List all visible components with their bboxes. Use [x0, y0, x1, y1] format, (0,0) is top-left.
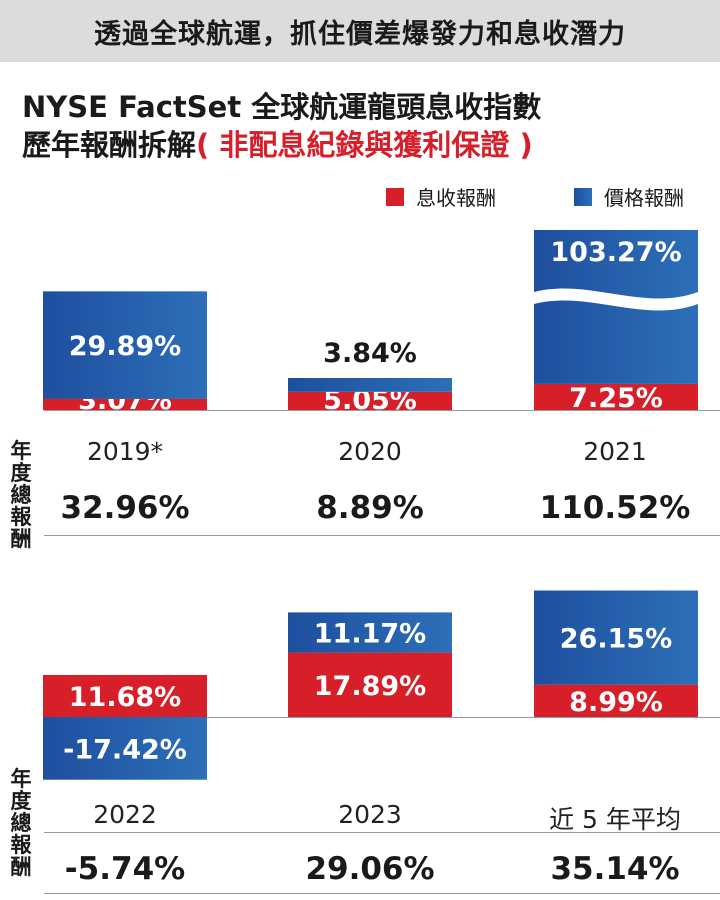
year-label: 2020 — [338, 437, 402, 466]
data-label-price: 3.84% — [323, 338, 417, 369]
data-label-dividend: 17.89% — [314, 671, 426, 702]
subtitle-main: 歷年報酬拆解 — [22, 128, 197, 162]
chart-title: NYSE FactSet 全球航運龍頭息收指數 — [22, 90, 542, 124]
row-label-total-1: 年度總報酬 — [10, 439, 32, 551]
data-label-dividend: 7.25% — [569, 383, 663, 414]
data-label-price: -17.42% — [63, 734, 187, 765]
bar-price — [43, 291, 207, 399]
data-label-price: 103.27% — [550, 237, 681, 268]
bar-price — [43, 717, 207, 780]
axis-break-mark — [534, 288, 698, 311]
chart-subtitle: 歷年報酬拆解( 非配息紀錄與獲利保證 ) — [22, 122, 533, 164]
year-label: 2019* — [86, 437, 164, 466]
bar-price — [288, 377, 452, 392]
year-label: 近 5 年平均 — [549, 805, 681, 834]
bar-dividend — [288, 391, 452, 410]
total-return: 110.52% — [539, 490, 691, 526]
legend-dividend: 息收報酬 — [386, 182, 496, 211]
data-label-dividend: 11.68% — [69, 682, 181, 713]
year-label: 2021 — [583, 437, 647, 466]
total-return: 35.14% — [550, 851, 680, 887]
divider-line — [44, 893, 720, 894]
legend-dividend-swatch — [386, 187, 404, 206]
subtitle-disclaimer: ( 非配息紀錄與獲利保證 ) — [196, 128, 533, 162]
total-return: 32.96% — [60, 490, 190, 526]
bar-price — [288, 612, 452, 653]
bar-dividend — [288, 652, 452, 717]
year-label: 2023 — [338, 800, 402, 829]
total-return: 8.89% — [316, 490, 424, 526]
data-label-price: 26.15% — [560, 624, 672, 655]
legend-dividend-label: 息收報酬 — [416, 186, 496, 210]
bar-price — [534, 590, 698, 685]
divider-line — [44, 535, 720, 536]
data-label-price: 29.89% — [69, 331, 181, 362]
legend-price-label: 價格報酬 — [604, 186, 684, 210]
data-label-dividend: 8.99% — [569, 687, 663, 718]
data-label-price: 11.17% — [314, 618, 426, 649]
bar-dividend — [534, 684, 698, 717]
bar-dividend — [534, 383, 698, 410]
total-return: 29.06% — [305, 851, 435, 887]
divider-line — [44, 832, 720, 833]
total-return: -5.74% — [64, 851, 186, 887]
banner-title: 透過全球航運，抓住價差爆發力和息收潛力 — [0, 0, 720, 62]
bar-dividend — [43, 398, 207, 410]
legend-price-swatch — [574, 187, 592, 206]
bar-dividend — [43, 674, 207, 717]
year-label: 2022 — [93, 800, 157, 829]
legend-price: 價格報酬 — [574, 182, 684, 211]
row-label-total-2: 年度總報酬 — [10, 767, 32, 879]
